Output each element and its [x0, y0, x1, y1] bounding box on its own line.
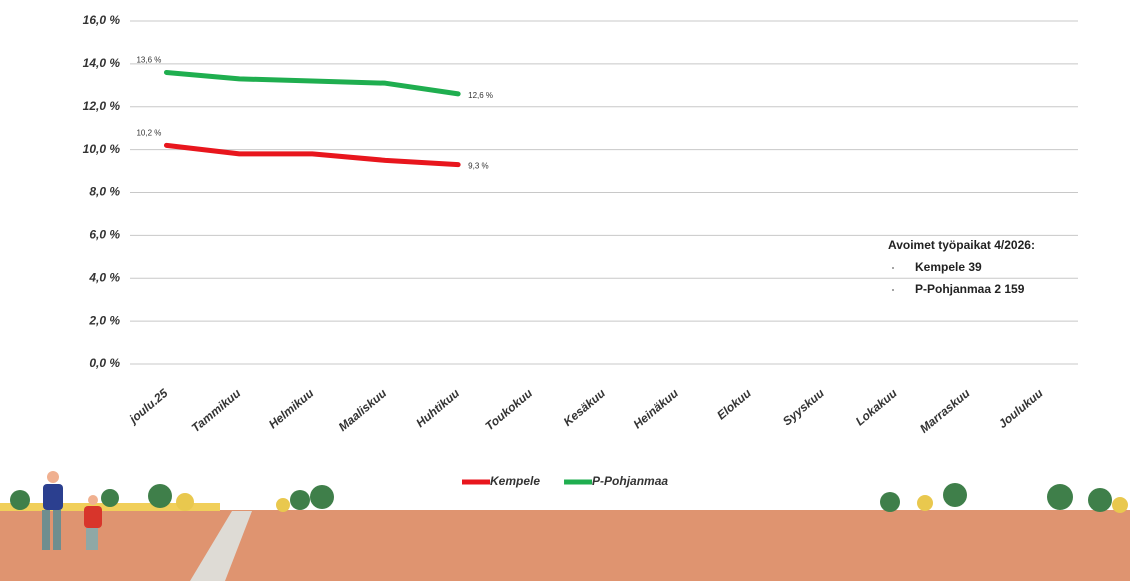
bush	[10, 490, 30, 510]
y-tick-label: 16,0 %	[83, 13, 121, 27]
y-tick-label: 12,0 %	[83, 99, 121, 113]
person	[47, 471, 59, 483]
person	[43, 484, 63, 510]
y-tick-label: 4,0 %	[88, 270, 120, 284]
bush	[880, 492, 900, 512]
scenery	[0, 471, 1130, 581]
x-tick-label: Helmikuu	[266, 386, 317, 432]
annotation-item: Kempele 39	[915, 260, 982, 274]
bullet	[892, 267, 894, 269]
bullet	[892, 289, 894, 291]
bush	[276, 498, 290, 512]
person	[86, 528, 98, 550]
bush	[917, 495, 933, 511]
ground	[0, 510, 1130, 581]
y-tick-label: 14,0 %	[83, 56, 121, 70]
data-label: 10,2 %	[136, 128, 161, 137]
x-tick-label: joulu.25	[125, 386, 171, 427]
legend-label: Kempele	[490, 474, 540, 488]
x-tick-label: Kesäkuu	[561, 386, 609, 429]
y-tick-label: 10,0 %	[83, 142, 121, 156]
x-tick-label: Syyskuu	[780, 386, 827, 429]
x-tick-label: Marraskuu	[917, 386, 973, 436]
bush	[943, 483, 967, 507]
bush	[1112, 497, 1128, 513]
legend-label: P-Pohjanmaa	[592, 474, 668, 488]
x-tick-label: Huhtikuu	[413, 386, 462, 431]
y-tick-label: 2,0 %	[88, 313, 120, 327]
annotation-item: P-Pohjanmaa 2 159	[915, 282, 1025, 296]
bush	[290, 490, 310, 510]
bush	[310, 485, 334, 509]
person	[88, 495, 98, 505]
person	[42, 510, 50, 550]
x-tick-label: Lokakuu	[853, 386, 900, 429]
road	[190, 511, 252, 581]
bush	[101, 489, 119, 507]
x-tick-label: Tammikuu	[189, 386, 244, 435]
bush	[1047, 484, 1073, 510]
bush	[1088, 488, 1112, 512]
y-tick-label: 0,0 %	[89, 356, 120, 370]
person	[53, 510, 61, 550]
series-line	[163, 69, 461, 97]
bush	[176, 493, 194, 511]
x-tick-label: Maaliskuu	[336, 386, 390, 434]
y-tick-label: 6,0 %	[89, 228, 120, 242]
person	[84, 506, 102, 528]
x-tick-label: Joulukuu	[996, 386, 1046, 431]
data-label: 13,6 %	[136, 56, 161, 65]
x-tick-label: Toukokuu	[482, 386, 535, 434]
data-label: 12,6 %	[468, 91, 493, 100]
x-tick-label: Elokuu	[714, 386, 754, 423]
x-tick-label: Heinäkuu	[631, 386, 682, 432]
series-line	[163, 142, 461, 168]
data-label: 9,3 %	[468, 162, 488, 171]
y-tick-label: 8,0 %	[89, 185, 120, 199]
bush	[148, 484, 172, 508]
plot: 0,0 % 2,0 % 4,0 % 6,0 % 8,0 % 10,0 % 12,0 % 14,…	[83, 13, 1078, 488]
annotation-title: Avoimet työpaikat 4/2026:	[888, 238, 1035, 252]
